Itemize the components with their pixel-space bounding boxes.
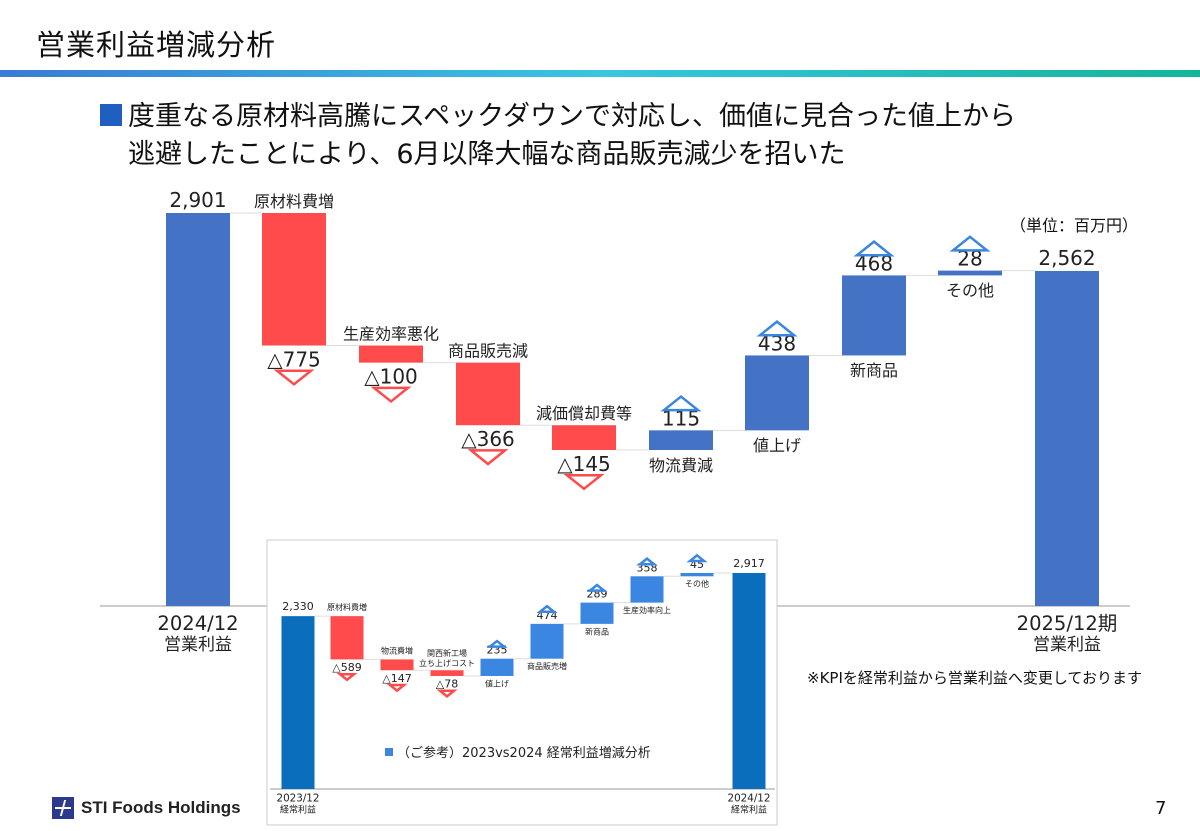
bar-decrease [359,345,423,363]
bar-value-label: △366 [461,427,515,451]
bar-decrease [330,616,364,660]
decrease-triangle-icon [370,386,412,404]
category-label: その他 [685,579,709,589]
bar-increase [480,658,514,676]
decrease-triangle-icon [386,683,408,693]
company-logo: STI Foods Holdings [52,797,241,819]
inset-chart-title: （ご参考）2023vs2024 経常利益増減分析 [397,745,651,761]
title-divider [0,70,1200,77]
bar-increase [630,576,664,603]
increase-triangle-icon [756,320,798,337]
bullet-square-icon [100,104,122,126]
increase-triangle-icon [949,235,991,252]
bar-total [281,616,315,789]
decrease-triangle-icon [273,369,315,386]
category-label: 関西新工場 [427,648,467,658]
bar-value-label: △775 [267,348,321,372]
kpi-note: ※KPIを経常利益から営業利益へ変更しております [807,669,1142,687]
bar-total [166,213,230,606]
decrease-triangle-icon [563,473,605,491]
x-category-label: 2023/12 [277,793,320,805]
bar-increase [938,270,1002,276]
bar-decrease [430,670,464,676]
bar-decrease [456,362,520,426]
increase-triangle-icon [536,604,558,614]
bar-total [1035,270,1099,606]
increase-triangle-icon [686,553,708,563]
bar-increase [649,430,713,451]
decrease-triangle-icon [467,449,509,466]
logo-text: STI Foods Holdings [81,798,241,817]
bar-increase [680,573,714,577]
category-label: 商品販売増 [527,661,567,671]
increase-triangle-icon [660,394,702,412]
bar-decrease [262,213,326,346]
decrease-triangle-icon [436,689,458,698]
bar-decrease [380,659,414,671]
bar-decrease [552,425,616,451]
unit-note: （単位：百万円） [1010,216,1139,235]
category-label: 新商品 [850,361,898,380]
bar-value-label: △147 [382,672,411,685]
x-category-label: 2025/12期 [1017,612,1118,635]
category-label: 物流費増 [381,645,413,655]
increase-triangle-icon [636,557,658,566]
bar-increase [842,275,906,356]
bar-value-label: △589 [332,661,361,674]
bar-increase [530,623,564,659]
category-label: その他 [946,281,994,300]
bar-value-label: 2,562 [1038,246,1095,270]
increase-triangle-icon [853,240,895,257]
category-label: 原材料費増 [327,602,367,612]
bar-value-label: 2,917 [733,557,765,570]
x-category-sublabel: 経常利益 [731,803,767,815]
bar-increase [580,602,614,624]
x-category-sublabel: 営業利益 [1033,635,1101,655]
bar-value-label: 2,901 [169,188,226,212]
increase-triangle-icon [486,639,508,648]
category-label: 物流費減 [649,456,713,475]
x-category-label: 2024/12 [157,612,238,635]
bar-increase [745,355,809,431]
bar-value-label: △100 [364,365,418,389]
x-category-sublabel: 経常利益 [280,803,316,815]
category-label: 新商品 [585,626,609,636]
headline-line-2: 逃避したことにより、6月以降大幅な商品販売減少を招いた [128,139,846,170]
logo-mark-icon [52,797,74,819]
headline-line-1: 度重なる原材料高騰にスペックダウンで対応し、価値に見合った値上から [128,101,1017,132]
bar-value-label: △78 [436,678,458,691]
legend-square-icon [385,748,393,756]
x-category-sublabel: 営業利益 [164,635,232,655]
bar-total [732,573,766,789]
page-number: 7 [1155,798,1167,819]
category-label: 生産効率向上 [623,605,671,615]
category-label: 生産効率悪化 [343,325,439,344]
headline: 度重なる原材料高騰にスペックダウンで対応し、価値に見合った値上から 逃避したこと… [100,98,1016,174]
increase-triangle-icon [586,583,608,592]
page-title: 営業利益増減分析 [36,28,277,62]
category-label: 減価償却費等 [536,404,632,423]
bar-value-label: △145 [557,452,611,476]
inset-frame [266,539,778,826]
category-label: 値上げ [485,678,509,688]
category-label: 原材料費増 [254,192,334,211]
x-category-label: 2024/12 [728,793,771,805]
category-label: 値上げ [753,436,801,455]
category-label: 商品販売減 [448,342,528,361]
bar-value-label: 2,330 [282,600,314,613]
category-label-line2: 立ち上げコスト [419,658,475,668]
decrease-triangle-icon [336,672,358,682]
